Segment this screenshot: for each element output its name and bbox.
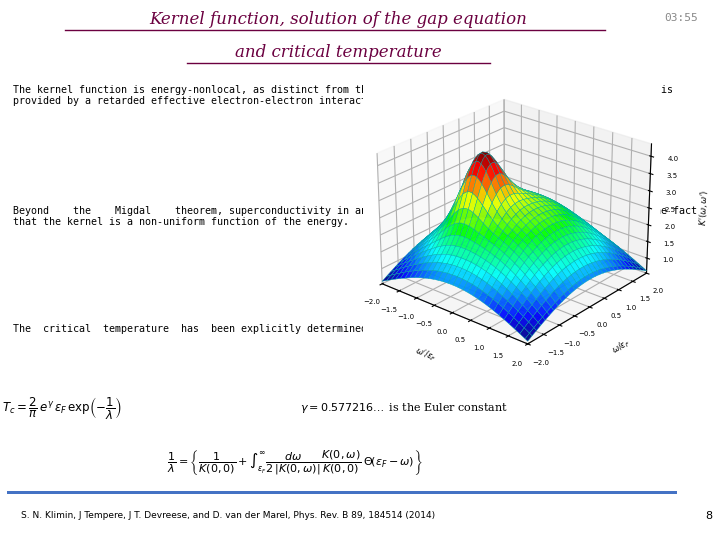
Text: $\dfrac{1}{\lambda} = \left\{ \dfrac{1}{K(0,0)} + \int_{\varepsilon_F}^{\infty} : $\dfrac{1}{\lambda} = \left\{ \dfrac{1}{… [166, 448, 423, 477]
Text: 8: 8 [706, 511, 713, 521]
Text: $\gamma = 0.577216\ldots\,$ is the Euler constant: $\gamma = 0.577216\ldots\,$ is the Euler… [300, 401, 508, 415]
Text: S. N. Klimin, J Tempere, J T. Devreese, and D. van der Marel, Phys. Rev. B 89, 1: S. N. Klimin, J Tempere, J T. Devreese, … [22, 511, 436, 520]
Text: The  critical  temperature  has  been explicitly determined:: The critical temperature has been explic… [14, 323, 374, 334]
Text: Kernel function, solution of the gap equation: Kernel function, solution of the gap equ… [150, 11, 527, 28]
Text: Beyond    the    Migdal    theorem, superconductivity in an electron-phonon syst: Beyond the Migdal theorem, superconducti… [14, 206, 698, 227]
Y-axis label: $\omega/\varepsilon_F$: $\omega/\varepsilon_F$ [609, 336, 633, 356]
X-axis label: $\omega'/\varepsilon_F$: $\omega'/\varepsilon_F$ [413, 345, 438, 364]
Text: and critical temperature: and critical temperature [235, 44, 442, 61]
Text: 03:55: 03:55 [665, 12, 698, 23]
Text: $T_c = \dfrac{2}{\pi}\,e^{\gamma}\,\varepsilon_F\,\exp\!\left(-\dfrac{1}{\lambda: $T_c = \dfrac{2}{\pi}\,e^{\gamma}\,\vare… [2, 395, 122, 421]
Text: The kernel function is energy-nonlocal, as distinct from the BCS and Migdal-Elia: The kernel function is energy-nonlocal, … [14, 85, 673, 106]
